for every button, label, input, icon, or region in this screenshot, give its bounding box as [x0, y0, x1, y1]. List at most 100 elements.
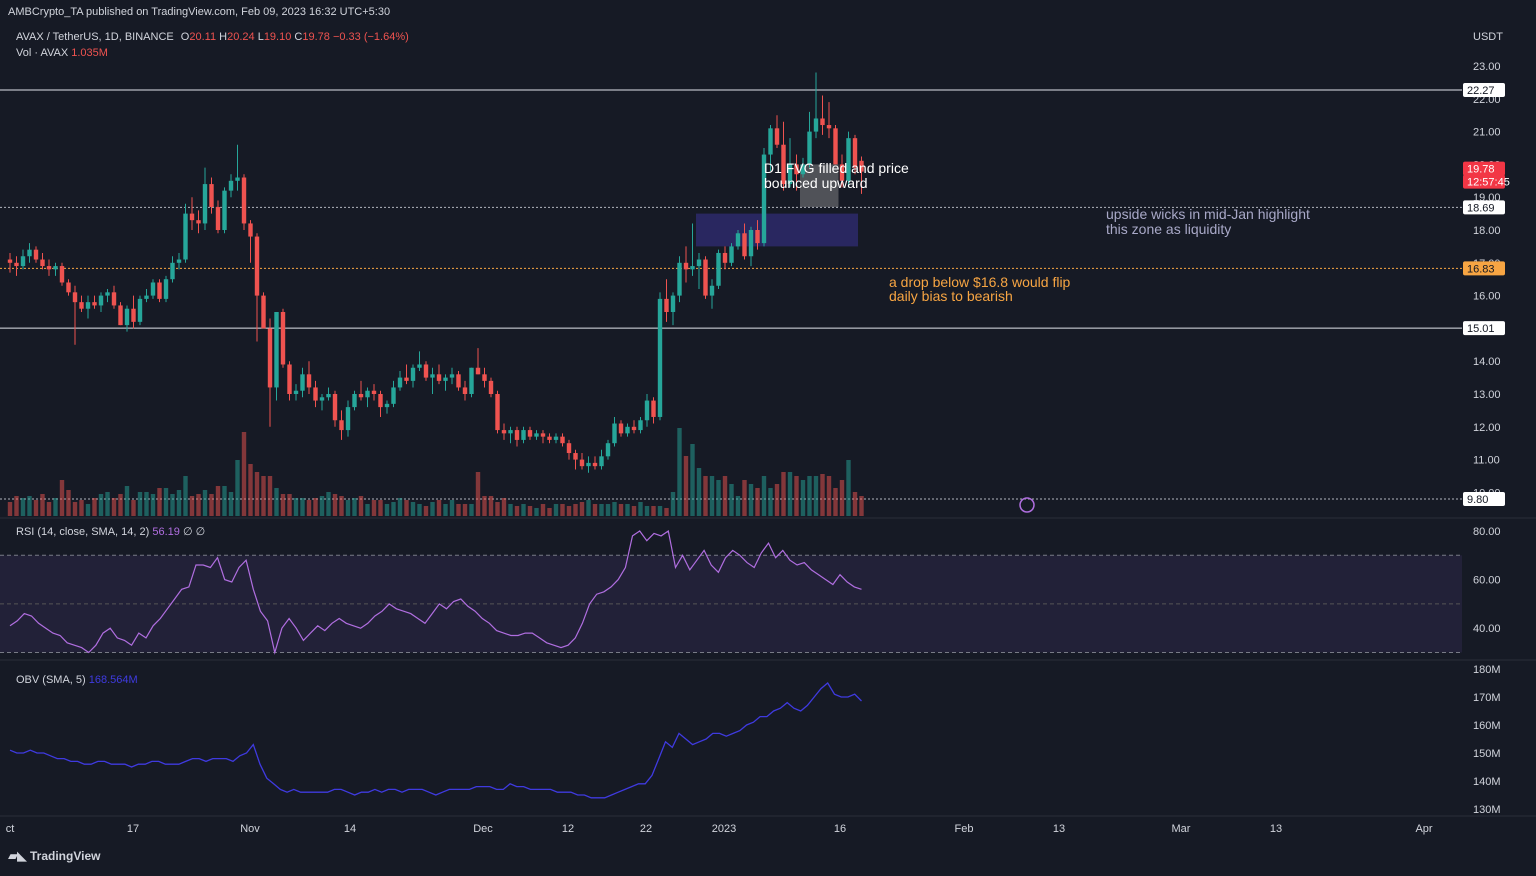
volume-bar — [599, 504, 604, 516]
volume-bar — [521, 504, 526, 516]
candle-body — [781, 144, 786, 185]
annotation-bearish-line2: daily bias to bearish — [889, 288, 1013, 304]
obv-tick-label: 170M — [1473, 692, 1501, 704]
volume-bar — [79, 500, 84, 516]
volume-bar — [137, 492, 143, 516]
candle-body — [794, 164, 799, 175]
volume-bar — [800, 480, 806, 516]
volume-bar — [274, 488, 279, 516]
candle-body — [404, 377, 409, 381]
candle-body — [300, 374, 305, 391]
rsi-label: RSI (14, close, SMA, 14, 2) — [16, 526, 150, 538]
volume-bar — [235, 460, 240, 516]
rsi-value: 56.19 — [152, 526, 180, 538]
volume-label: Vol · AVAX — [16, 47, 69, 59]
candle-body — [664, 298, 669, 312]
candle-body — [66, 282, 71, 293]
time-tick-label: Apr — [1415, 823, 1432, 835]
price-badge-label: 9.80 — [1467, 494, 1488, 506]
tradingview-logo[interactable]: ▰◣ TradingView — [8, 848, 100, 864]
price-badge — [1463, 321, 1505, 336]
volume-bar — [807, 476, 812, 516]
candle-body — [85, 302, 91, 309]
volume-bar — [404, 500, 409, 516]
volume-legend[interactable]: Vol · AVAX 1.035M — [16, 47, 108, 59]
time-tick-label: Mar — [1172, 823, 1191, 835]
volume-bar — [612, 502, 617, 516]
candle-body — [124, 308, 130, 326]
candle-body — [358, 394, 364, 398]
obv-legend[interactable]: OBV (SMA, 5) 168.564M — [16, 674, 138, 686]
price-badge-label: 12:57:45 — [1467, 177, 1510, 189]
candle-body — [352, 394, 357, 408]
volume-bar — [118, 494, 123, 516]
ohlc-open-label: O — [180, 31, 190, 43]
candle-body — [690, 266, 695, 270]
volume-bar — [287, 494, 292, 516]
volume-bar — [781, 472, 786, 516]
volume-bar — [677, 428, 682, 516]
volume-bar — [332, 494, 338, 516]
candle-body — [852, 138, 858, 168]
candle-body — [774, 128, 780, 145]
candle-body — [612, 423, 617, 444]
candle-body — [638, 420, 643, 431]
volume-bar — [514, 506, 520, 516]
obv-tick-label: 130M — [1473, 804, 1501, 816]
candle-body — [202, 184, 208, 224]
volume-bar — [391, 502, 396, 516]
candle-body — [150, 282, 156, 296]
obv-tick-label: 150M — [1473, 748, 1501, 760]
candle-body — [371, 390, 377, 394]
candle-body — [547, 436, 552, 440]
candle-body — [586, 462, 591, 467]
volume-bar — [267, 476, 273, 516]
candle-body — [235, 177, 240, 181]
volume-bar — [105, 492, 110, 516]
candle-body — [280, 312, 286, 365]
ohlc-high-label: H — [219, 31, 228, 43]
volume-bar — [696, 468, 702, 516]
volume-bar — [794, 476, 799, 516]
volume-bar — [501, 498, 507, 516]
volume-bar — [202, 490, 208, 516]
volume-bar — [53, 498, 58, 516]
time-tick-label: ct — [6, 823, 15, 835]
candle-body — [332, 394, 338, 421]
volume-bar — [92, 498, 97, 516]
volume-bar — [755, 488, 760, 516]
volume-bar — [228, 492, 234, 516]
volume-bar — [443, 504, 448, 516]
ohlc-low-label: L — [257, 31, 264, 43]
rsi-legend[interactable]: RSI (14, close, SMA, 14, 2) 56.19 ∅ ∅ — [16, 525, 205, 538]
candle-body — [605, 443, 611, 457]
candle-body — [755, 230, 760, 244]
candle-body — [410, 367, 416, 381]
symbol-legend[interactable]: AVAX / TetherUS, 1D, BINANCE O20.11 H20.… — [16, 31, 409, 43]
time-tick-label: 13 — [1053, 823, 1065, 835]
candle-body — [820, 118, 825, 126]
price-tick-label: 16.00 — [1473, 291, 1501, 303]
candle-body — [228, 180, 234, 191]
rsi-tick-label: 40.00 — [1473, 623, 1501, 635]
volume-bar — [254, 472, 260, 516]
obv-value: 168.564M — [88, 674, 138, 686]
volume-bar — [384, 504, 390, 516]
volume-bar — [664, 508, 669, 516]
candle-body — [514, 430, 520, 440]
candle-body — [397, 377, 403, 388]
candle-body — [553, 436, 559, 440]
volume-bar — [638, 502, 643, 516]
time-tick-label: 12 — [562, 823, 574, 835]
time-tick-label: 17 — [127, 823, 139, 835]
candle-body — [345, 407, 351, 431]
candle-body — [592, 462, 598, 467]
price-badge — [1463, 174, 1505, 189]
volume-bar — [605, 504, 611, 516]
volume-bar — [98, 494, 104, 516]
rsi-tick-label: 80.00 — [1473, 526, 1501, 538]
volume-bar — [625, 504, 630, 516]
volume-bar — [358, 496, 364, 516]
